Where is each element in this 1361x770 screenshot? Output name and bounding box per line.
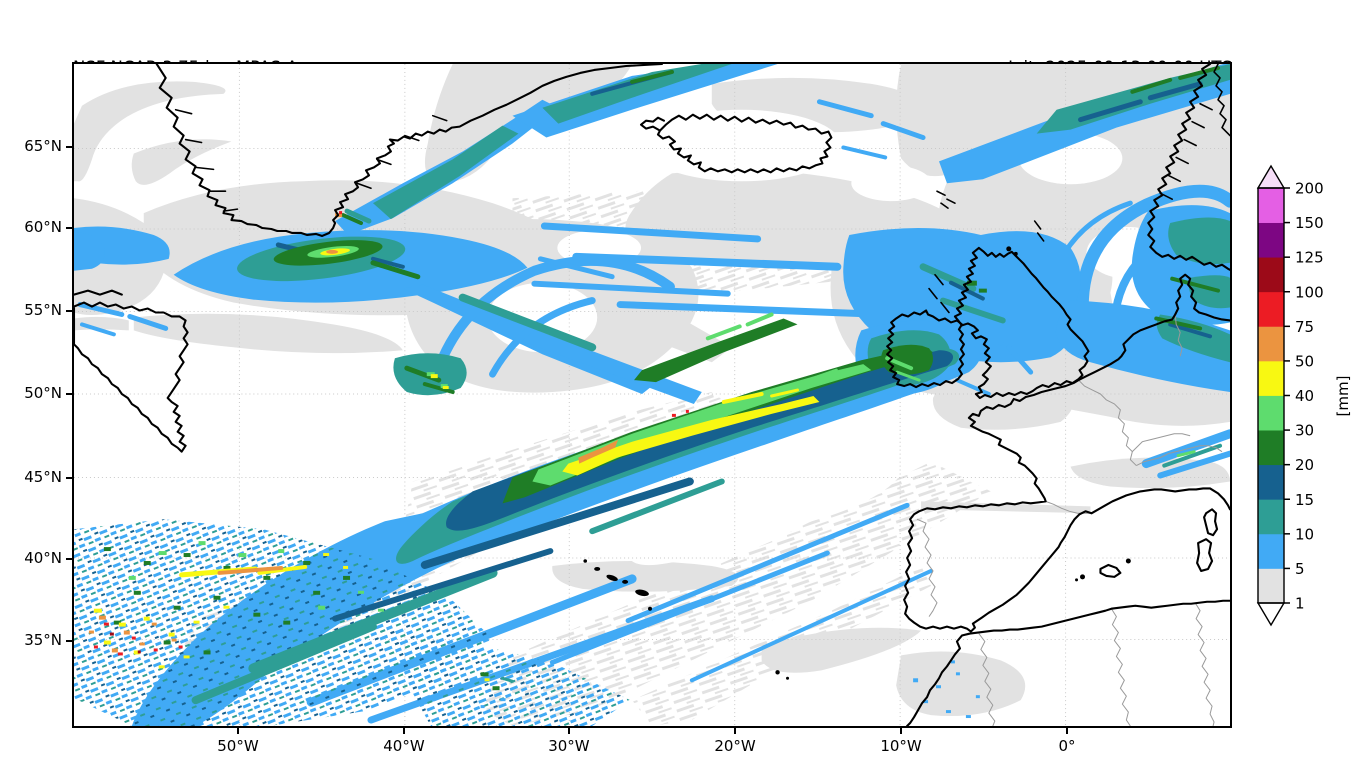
x-axis-tick (900, 728, 902, 734)
colorbar-tick-label: 75 (1295, 318, 1314, 336)
coastlines (74, 64, 1230, 726)
greenland-coast (155, 64, 664, 238)
colorbar-segment (1258, 464, 1284, 500)
continental-europe-coast (1024, 273, 1230, 399)
country-borders (916, 314, 1223, 726)
colorbar-segment (1258, 291, 1284, 327)
mediterranean-islands (1099, 508, 1219, 578)
y-axis-tick (66, 640, 72, 642)
x-axis-tick-label: 50°W (217, 737, 259, 755)
y-axis-tick-label: 50°N (24, 384, 62, 402)
ireland-coast (886, 309, 965, 389)
x-axis-tick-label: 20°W (714, 737, 756, 755)
y-axis-tick-label: 55°N (24, 301, 62, 320)
iceland-coast (639, 113, 833, 174)
x-axis-tick (1066, 728, 1068, 734)
colorbar-tick-label: 200 (1295, 180, 1324, 198)
great-britain-coast (953, 246, 1090, 400)
colorbar-segment (1258, 188, 1284, 223)
x-axis-tick (567, 728, 570, 734)
colorbar-tick-label: 50 (1295, 352, 1314, 370)
y-axis-tick (66, 226, 72, 229)
y-axis-tick-label: 65°N (24, 136, 62, 155)
colorbar-segment (1258, 360, 1284, 396)
colorbar-units-label: [mm] (1334, 376, 1352, 417)
y-axis-tick (66, 557, 72, 560)
colorbar-tick-label: 100 (1295, 283, 1324, 301)
precip-darkblue-layer (275, 69, 1213, 622)
precip-orange-layer (88, 213, 619, 653)
colorbar-tick-label: 150 (1295, 214, 1324, 232)
y-axis-tick-label: 60°N (24, 217, 62, 236)
y-axis-tick-label: 40°N (24, 548, 62, 567)
colorbar-tick-label: 10 (1295, 525, 1314, 543)
y-axis-tick-label: 35°N (24, 631, 62, 650)
precipitation-map (74, 64, 1230, 726)
colorbar-segment (1258, 326, 1284, 362)
colorbar-tick-label: 20 (1295, 456, 1314, 474)
y-axis-tick (66, 476, 72, 479)
colorbar-tick-label: 40 (1295, 387, 1314, 405)
colorbar-tick-label: 15 (1295, 491, 1314, 509)
y-axis-tick (66, 393, 72, 395)
colorbar-under-arrow (1256, 602, 1286, 627)
colorbar-segment (1258, 222, 1284, 258)
y-axis-tick-label: 45°N (24, 467, 62, 486)
colorbar-tick-label: 5 (1295, 560, 1305, 578)
colorbar-segment (1258, 395, 1284, 431)
colorbar-tick-label: 30 (1295, 422, 1314, 440)
small-islands (583, 246, 1131, 680)
x-axis-tick (236, 728, 239, 734)
colorbar-tick-label: 1 (1295, 595, 1305, 613)
x-axis-tick (402, 728, 405, 734)
colorbar-segment (1258, 499, 1284, 535)
newfoundland-coast (74, 289, 189, 453)
colorbar-tick-label: 125 (1295, 249, 1324, 267)
x-axis-tick-label: 40°W (383, 737, 425, 755)
y-axis-tick (66, 145, 72, 148)
colorbar-segment (1258, 568, 1284, 604)
colorbar-segment (1258, 430, 1284, 466)
x-axis-tick-label: 0° (1058, 737, 1076, 755)
map-frame (72, 62, 1232, 728)
colorbar-segment (1258, 533, 1284, 569)
y-axis-tick (66, 310, 72, 312)
x-axis-tick-label: 30°W (548, 737, 590, 755)
x-axis-tick-label: 10°W (880, 737, 922, 755)
colorbar-segment (1258, 257, 1284, 293)
africa-coast (906, 599, 1230, 726)
france-iberia-coast (903, 395, 1230, 633)
x-axis-tick (734, 728, 736, 734)
precip-red-layer (93, 211, 689, 656)
colorbar-over-arrow (1256, 164, 1286, 189)
norway-coast (1147, 64, 1230, 271)
